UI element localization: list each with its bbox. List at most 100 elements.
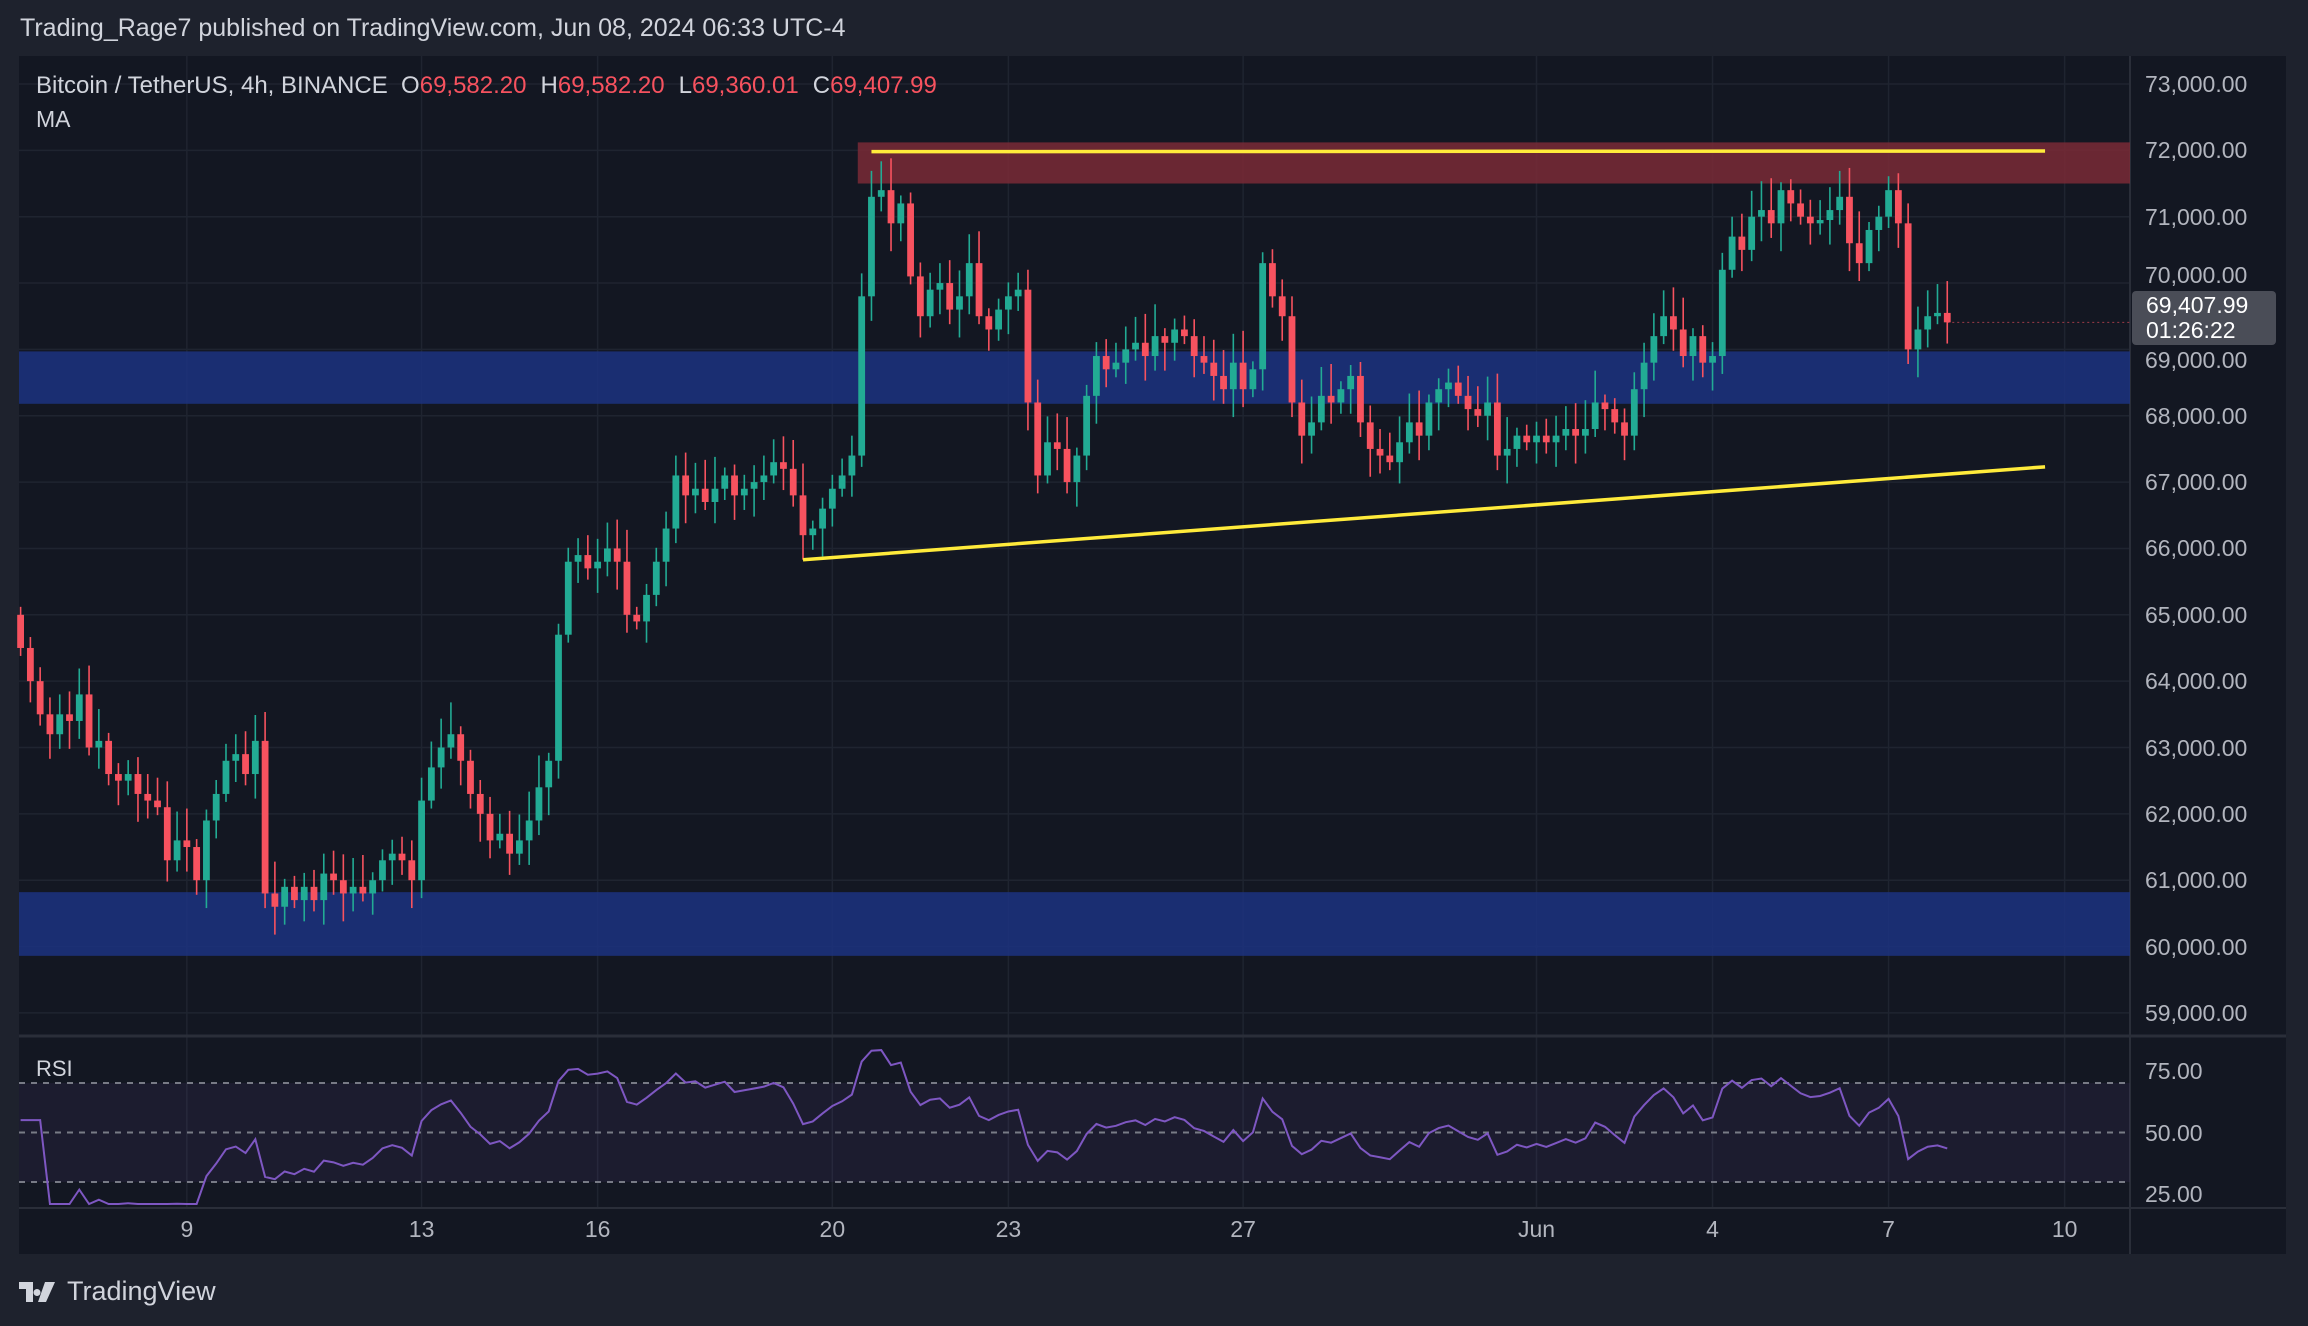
candle-body <box>1914 329 1922 350</box>
candle-body <box>1689 336 1697 357</box>
rsi-tick-label: 75.00 <box>2145 1057 2203 1084</box>
candle-body <box>56 714 64 735</box>
candle-body <box>46 714 54 735</box>
candle-body <box>486 813 494 841</box>
candle-body <box>291 886 298 901</box>
price-tick-label: 59,000.00 <box>2145 999 2248 1026</box>
candle-body <box>418 800 425 881</box>
candle-body <box>437 747 445 768</box>
time-tick-label: 20 <box>819 1216 846 1242</box>
candle-body <box>476 793 484 814</box>
candle-body <box>1083 395 1091 456</box>
candle-body <box>232 754 240 761</box>
low-value: 69,360.01 <box>691 72 799 99</box>
candle-body <box>897 203 905 224</box>
candle-body <box>144 793 152 801</box>
current-price: 69,407.99 <box>2146 292 2249 318</box>
candle-body <box>789 468 797 496</box>
candle-body <box>1699 336 1707 363</box>
current-price-label: 69,407.99 01:26:22 <box>2132 291 2276 345</box>
tradingview-logo[interactable]: TradingView <box>19 1276 216 1307</box>
candle-body <box>555 634 562 761</box>
candle-body <box>212 793 220 821</box>
candle-body <box>1806 216 1814 224</box>
candle-body <box>1943 312 1951 323</box>
candle-body <box>711 488 719 503</box>
support-zone <box>19 351 2130 404</box>
candle-body <box>858 296 866 456</box>
high-label: H <box>540 72 558 99</box>
price-tick-label: 71,000.00 <box>2145 203 2248 230</box>
candle-body <box>1552 435 1560 443</box>
candle-body <box>1493 402 1501 456</box>
candle-body <box>1787 190 1795 204</box>
candle-body <box>1855 243 1863 264</box>
candle-body <box>525 820 533 841</box>
candle-body <box>1405 422 1413 443</box>
candle-body <box>633 614 641 622</box>
candle-body <box>1816 220 1824 224</box>
candle-body <box>66 714 73 721</box>
candle-body <box>1728 236 1736 270</box>
candle-body <box>193 847 201 881</box>
candle-body <box>780 462 787 469</box>
candle-body <box>1503 448 1511 456</box>
candle-body <box>1317 395 1325 423</box>
candle-body <box>1239 362 1247 390</box>
candle-body <box>1718 269 1726 357</box>
candle-body <box>701 488 709 503</box>
candle-body <box>604 548 611 562</box>
candle-body <box>1220 375 1227 390</box>
candle-body <box>770 462 778 476</box>
candle-body <box>1024 289 1032 403</box>
candle-body <box>1904 223 1912 350</box>
candle-body <box>916 276 924 317</box>
candle-body <box>379 860 386 881</box>
candle-body <box>750 482 758 489</box>
candle-body <box>1229 362 1237 390</box>
candle-body <box>85 694 93 748</box>
candle-body <box>564 561 572 635</box>
candle-body <box>1200 356 1208 363</box>
candle-body <box>1562 429 1570 436</box>
candle-body <box>1846 196 1853 244</box>
candle-body <box>1924 316 1932 330</box>
candle-body <box>848 455 856 476</box>
candle-body <box>1533 435 1540 443</box>
rsi-indicator-label[interactable]: RSI <box>36 1056 73 1081</box>
candle-body <box>1484 402 1491 416</box>
candle-body <box>1376 448 1384 456</box>
candle-body <box>467 760 474 794</box>
resistance-zone <box>857 142 2130 184</box>
candle-body <box>17 614 24 648</box>
candle-body <box>643 594 650 622</box>
candle-body <box>838 475 846 489</box>
ma-indicator-label[interactable]: MA <box>36 106 71 132</box>
candle-body <box>672 475 680 529</box>
candle-body <box>359 886 367 894</box>
candle-body <box>515 840 523 854</box>
candle-body <box>134 774 142 794</box>
candle-body <box>574 555 582 562</box>
candle-body <box>281 886 289 907</box>
candle-body <box>105 740 113 775</box>
ohlc-legend: Bitcoin / TetherUS, 4h, BINANCE O69,582.… <box>36 72 951 100</box>
symbol-title[interactable]: Bitcoin / TetherUS, 4h, BINANCE <box>36 72 388 99</box>
price-tick-label: 63,000.00 <box>2145 734 2248 761</box>
candle-body <box>887 190 895 224</box>
candle-body <box>1709 356 1716 363</box>
price-tick-label: 65,000.00 <box>2145 601 2248 628</box>
candle-body <box>545 760 553 788</box>
candle-body <box>320 873 328 901</box>
rsi-tick-label: 50.00 <box>2145 1119 2203 1146</box>
candle-body <box>1102 356 1110 370</box>
candle-body <box>1122 349 1130 363</box>
candle-body <box>1053 442 1061 449</box>
candle-body <box>594 561 602 569</box>
candle-body <box>1572 429 1580 436</box>
candle-body <box>271 893 279 907</box>
candle-body <box>1210 362 1218 376</box>
candle-body <box>584 555 592 569</box>
price-tick-label: 72,000.00 <box>2145 137 2248 164</box>
